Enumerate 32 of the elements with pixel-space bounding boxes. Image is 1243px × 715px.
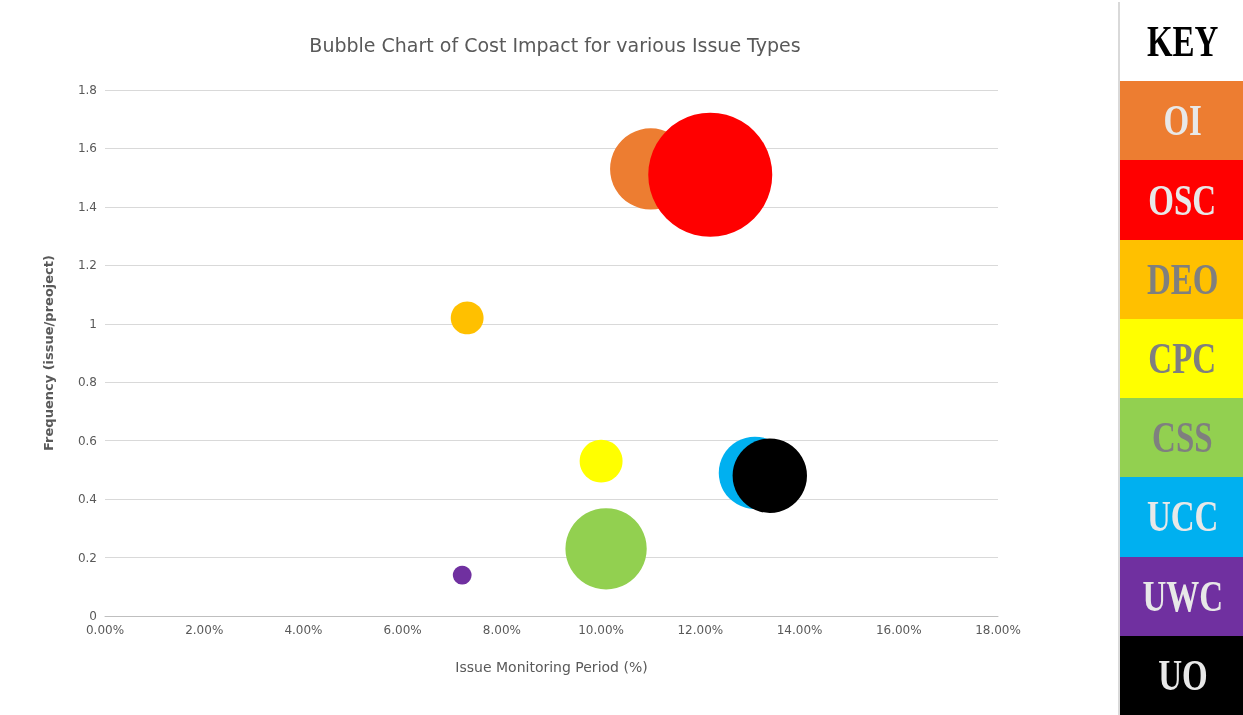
text: CSS	[1152, 412, 1213, 464]
y-axis-title: Frequency (issue/preoject)	[41, 255, 56, 451]
x-tick-label: 2.00%	[185, 623, 224, 637]
y-tick-label: 0.8	[77, 375, 97, 390]
x-axis-title: Issue Monitoring Period (%)	[455, 659, 648, 675]
x-tick-label: 12.00%	[677, 623, 724, 637]
text: CPC	[1148, 333, 1217, 384]
text: OSC	[1148, 174, 1217, 226]
x-tick-label: 10.00%	[578, 623, 624, 637]
x-tick-label: 14.00%	[776, 623, 823, 637]
y-tick-label: 0	[89, 609, 97, 623]
y-tick-label: 1.4	[77, 199, 97, 214]
y-tick-label: 0.4	[77, 492, 97, 507]
y-tick-label: 1.2	[77, 258, 97, 273]
x-tick-label: 16.00%	[875, 623, 922, 637]
y-tick-label: 1.8	[77, 83, 97, 97]
chart-title: Bubble Chart of Cost Impact for various Issue Types	[309, 33, 801, 56]
y-tick-label: 0.6	[77, 433, 97, 448]
x-tick-label: 0.00%	[85, 623, 125, 637]
x-tick-label: 18.00%	[975, 623, 1021, 637]
x-tick-label: 6.00%	[383, 623, 422, 637]
x-tick-label: 4.00%	[284, 623, 323, 637]
y-tick-label: 1.6	[77, 141, 97, 156]
text: UWC	[1142, 570, 1223, 622]
text: UCC	[1146, 491, 1219, 543]
text: UO	[1157, 649, 1208, 701]
legend-title: KEY	[1146, 16, 1219, 68]
text: DEO	[1146, 253, 1219, 305]
text: OI	[1163, 95, 1202, 147]
y-tick-label: 1	[89, 316, 97, 331]
y-tick-label: 0.2	[77, 550, 97, 565]
x-tick-label: 8.00%	[482, 623, 521, 637]
